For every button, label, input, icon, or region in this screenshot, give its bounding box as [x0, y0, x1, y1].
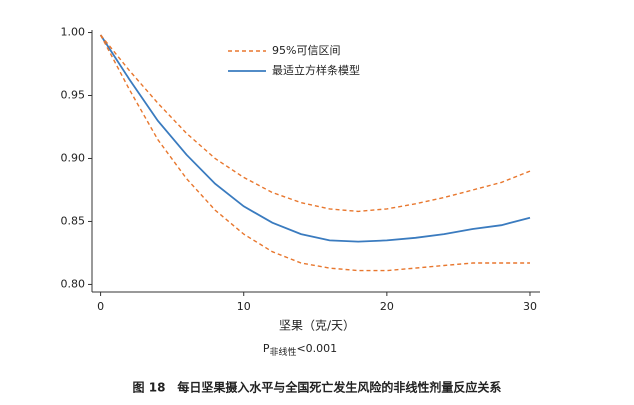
x-tick-label: 10: [237, 300, 251, 313]
y-tick-label: 0.90: [61, 151, 86, 164]
series-line: [99, 34, 531, 243]
caption: 图 18 每日坚果摄入水平与全国死亡发生风险的非线性剂量反应关系: [133, 380, 502, 395]
x-tick-label: 20: [380, 300, 394, 313]
legend-label: 最适立方样条模型: [272, 63, 360, 77]
x-tick-label: 0: [97, 300, 104, 313]
p-suffix: <0.001: [296, 342, 337, 355]
y-tick-label: 1.00: [61, 26, 86, 39]
legend-label: 95%可信区间: [272, 44, 340, 57]
series-line: [100, 34, 531, 213]
series-line: [99, 34, 530, 272]
y-tick-label: 0.80: [61, 277, 86, 290]
y-tick-label: 0.85: [61, 214, 86, 227]
y-tick-label: 0.95: [61, 89, 86, 102]
p-prefix: P: [263, 342, 270, 355]
p-annotation: P非线性<0.001: [263, 342, 337, 358]
x-axis-label: 坚果（克/天）: [279, 319, 355, 333]
p-subscript: 非线性: [269, 346, 296, 358]
x-tick-label: 30: [523, 300, 537, 313]
